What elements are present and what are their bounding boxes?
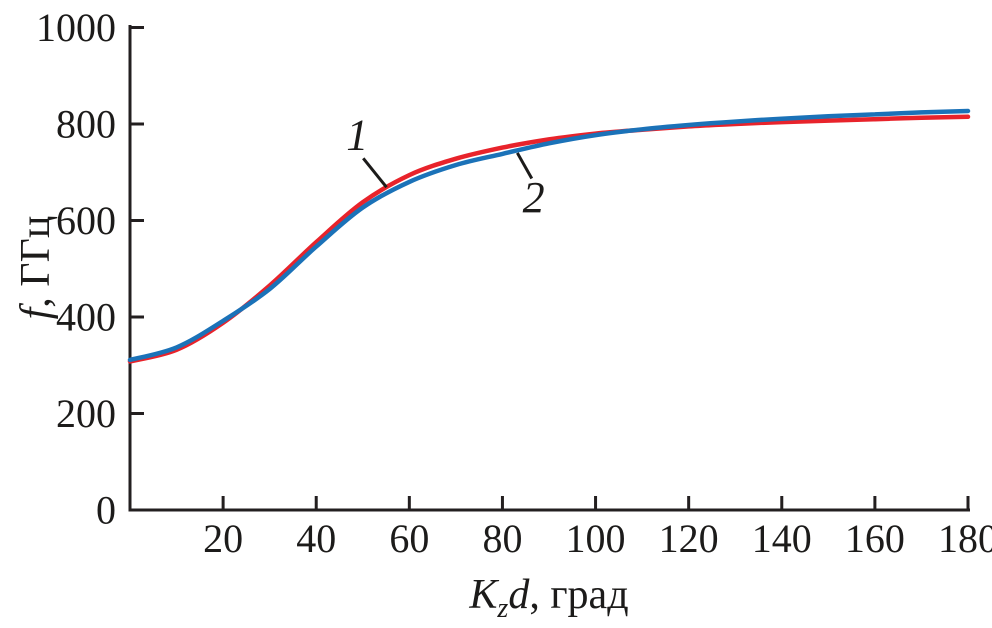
y-tick-label: 1000 xyxy=(36,5,116,50)
y-tick-label: 800 xyxy=(56,102,116,147)
x-tick-label: 20 xyxy=(203,516,243,561)
y-tick-label: 200 xyxy=(56,391,116,436)
y-tick-label: 600 xyxy=(56,198,116,243)
x-tick-label: 120 xyxy=(659,516,719,561)
y-axis-title: f, ГГц xyxy=(13,216,59,320)
x-tick-label: 60 xyxy=(389,516,429,561)
x-tick-label: 160 xyxy=(845,516,905,561)
x-tick-label: 80 xyxy=(482,516,522,561)
x-tick-label: 40 xyxy=(296,516,336,561)
y-tick-label: 400 xyxy=(56,295,116,340)
annotation-leader-1 xyxy=(362,157,388,189)
y-axis-title-group: f, ГГц xyxy=(13,216,59,320)
annotation-label-1: 1 xyxy=(346,111,368,160)
y-tick-label: 0 xyxy=(96,488,116,533)
axis-lines xyxy=(128,25,970,512)
annotation-leader-2 xyxy=(516,152,534,180)
x-axis-title: Kzd, град xyxy=(468,572,628,624)
x-tick-label: 100 xyxy=(566,516,626,561)
series-curve-2 xyxy=(127,108,971,363)
annotation-label-2: 2 xyxy=(523,173,545,222)
x-tick-label: 140 xyxy=(752,516,812,561)
series-curve-1 xyxy=(127,114,971,364)
x-tick-label: 180 xyxy=(938,516,992,561)
